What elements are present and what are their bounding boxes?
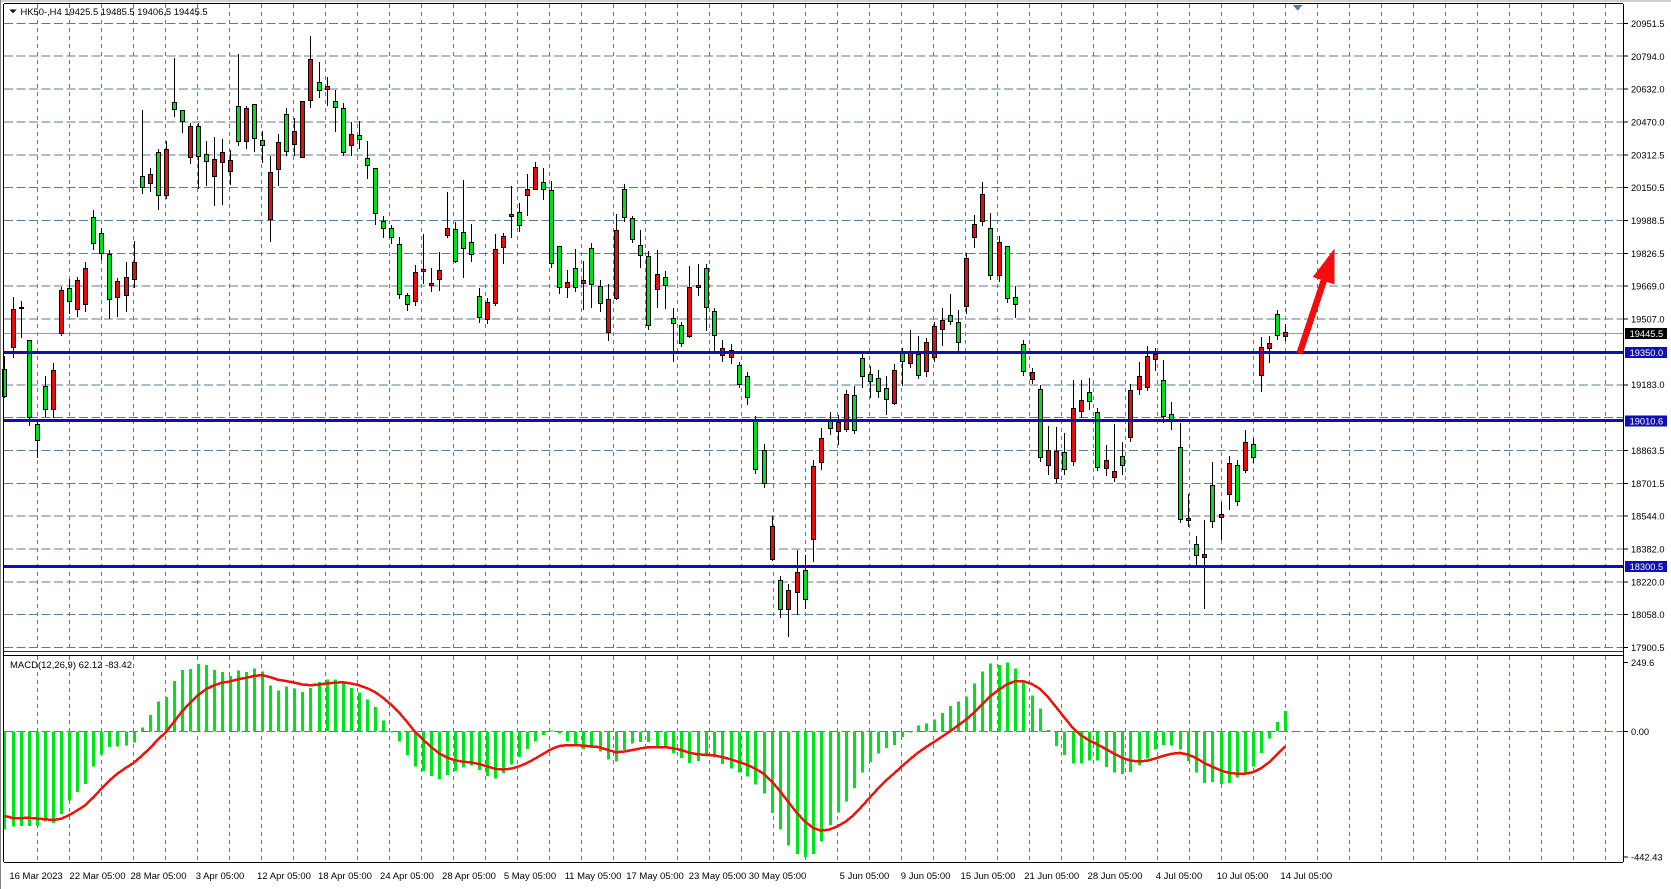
svg-text:19988.5: 19988.5 [1631,216,1665,226]
svg-text:5 May 05:00: 5 May 05:00 [504,871,556,882]
svg-text:23 May 05:00: 23 May 05:00 [689,871,747,882]
svg-text:10 Jul 05:00: 10 Jul 05:00 [1217,871,1269,882]
svg-text:0.00: 0.00 [1631,727,1649,737]
svg-text:19350.0: 19350.0 [1630,348,1664,358]
svg-text:20470.0: 20470.0 [1631,118,1665,128]
svg-text:249.6: 249.6 [1631,658,1654,668]
svg-text:19507.0: 19507.0 [1631,315,1665,325]
svg-text:28 Mar 05:00: 28 Mar 05:00 [131,871,187,882]
svg-text:17900.5: 17900.5 [1631,643,1665,653]
svg-text:19183.0: 19183.0 [1631,380,1665,390]
svg-text:20794.0: 20794.0 [1631,52,1665,62]
svg-text:12 Apr 05:00: 12 Apr 05:00 [257,871,311,882]
svg-text:18058.0: 18058.0 [1631,610,1665,620]
svg-text:18220.0: 18220.0 [1631,577,1665,587]
svg-text:28 Jun 05:00: 28 Jun 05:00 [1088,871,1143,882]
svg-text:16 Mar 2023: 16 Mar 2023 [9,871,62,882]
svg-text:19826.5: 19826.5 [1631,249,1665,259]
svg-text:24 Apr 05:00: 24 Apr 05:00 [380,871,434,882]
svg-text:20632.0: 20632.0 [1631,85,1665,95]
svg-text:3 Apr 05:00: 3 Apr 05:00 [196,871,245,882]
svg-text:21 Jun 05:00: 21 Jun 05:00 [1024,871,1079,882]
svg-text:MACD(12,26,9) 62.12 -83.42: MACD(12,26,9) 62.12 -83.42 [10,660,132,671]
svg-text:20312.5: 20312.5 [1631,150,1665,160]
svg-text:5 Jun 05:00: 5 Jun 05:00 [840,871,890,882]
svg-text:9 Jun 05:00: 9 Jun 05:00 [901,871,951,882]
svg-text:17 May 05:00: 17 May 05:00 [626,871,684,882]
svg-text:14 Jul 05:00: 14 Jul 05:00 [1280,871,1332,882]
svg-text:18701.5: 18701.5 [1631,479,1665,489]
svg-text:18 Apr 05:00: 18 Apr 05:00 [318,871,372,882]
svg-text:19445.5: 19445.5 [1630,329,1664,339]
svg-text:18544.0: 18544.0 [1631,512,1665,522]
svg-text:19669.0: 19669.0 [1631,282,1665,292]
svg-text:19010.6: 19010.6 [1630,416,1664,426]
svg-text:20150.5: 20150.5 [1631,183,1665,193]
svg-text:4 Jul 05:00: 4 Jul 05:00 [1156,871,1202,882]
svg-text:20951.5: 20951.5 [1631,19,1665,29]
svg-text:18382.0: 18382.0 [1631,545,1665,555]
svg-text:28 Apr 05:00: 28 Apr 05:00 [442,871,496,882]
svg-text:HK50-,H4 19425.5 19485.5 1940: HK50-,H4 19425.5 19485.5 19406.5 19445.5 [21,6,208,17]
svg-text:30 May 05:00: 30 May 05:00 [749,871,807,882]
svg-text:18863.5: 18863.5 [1631,446,1665,456]
svg-text:22 Mar 05:00: 22 Mar 05:00 [70,871,126,882]
svg-text:15 Jun 05:00: 15 Jun 05:00 [961,871,1016,882]
svg-text:-442.43: -442.43 [1631,853,1663,863]
svg-text:18300.5: 18300.5 [1630,562,1664,572]
svg-text:11 May 05:00: 11 May 05:00 [565,871,622,882]
